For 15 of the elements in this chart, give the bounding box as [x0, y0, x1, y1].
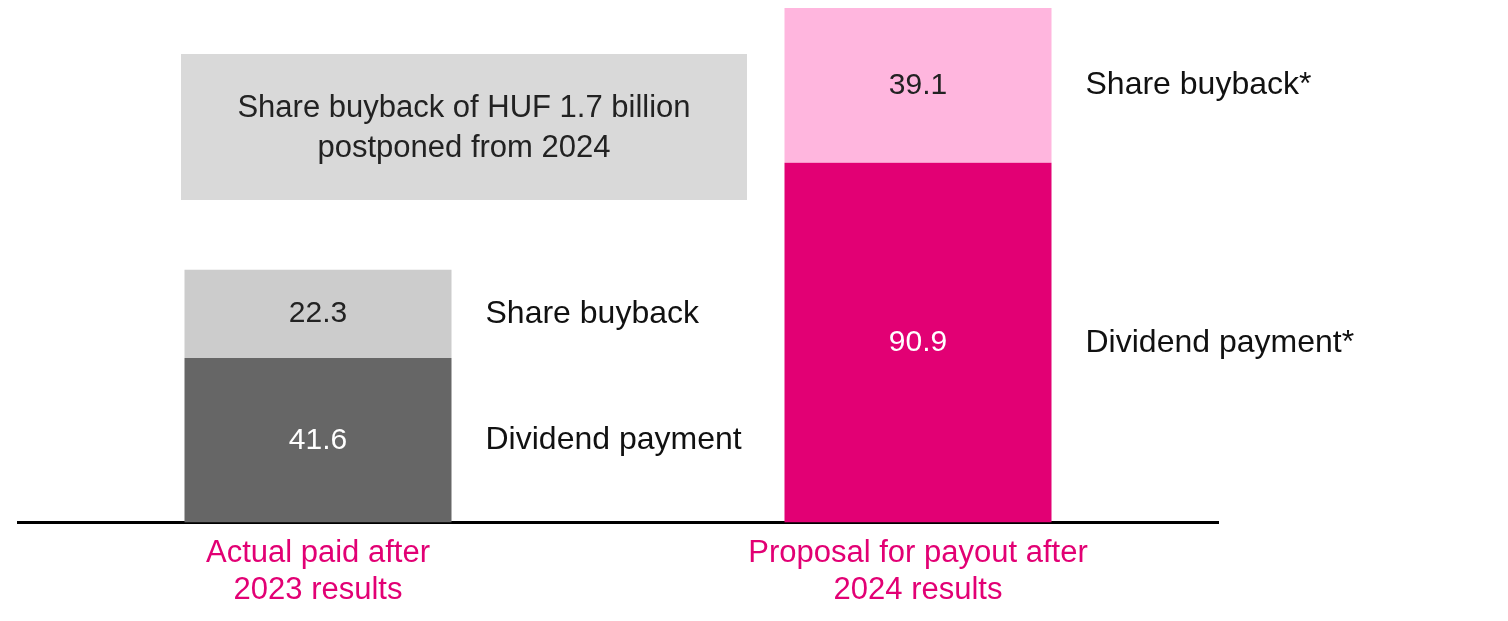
note-box: Share buyback of HUF 1.7 billion postponed from 2024: [181, 54, 747, 200]
annotation: Share buyback: [485, 293, 700, 330]
x-tick-label: Proposal for payout after 2024 results: [748, 533, 1088, 606]
bar: [784, 8, 1052, 163]
annotation: Dividend payment: [485, 420, 742, 457]
bar: [184, 269, 452, 358]
data-label: 90.9: [888, 323, 948, 357]
data-label: 22.3: [288, 295, 348, 329]
data-label: 39.1: [888, 66, 948, 100]
annotation: Dividend payment*: [1085, 322, 1355, 359]
bar: [784, 162, 1052, 523]
x-tick-label: Actual paid after 2023 results: [205, 533, 431, 606]
data-label: 41.6: [288, 421, 348, 455]
annotation: Share buyback*: [1085, 65, 1312, 102]
bar: [184, 357, 452, 523]
